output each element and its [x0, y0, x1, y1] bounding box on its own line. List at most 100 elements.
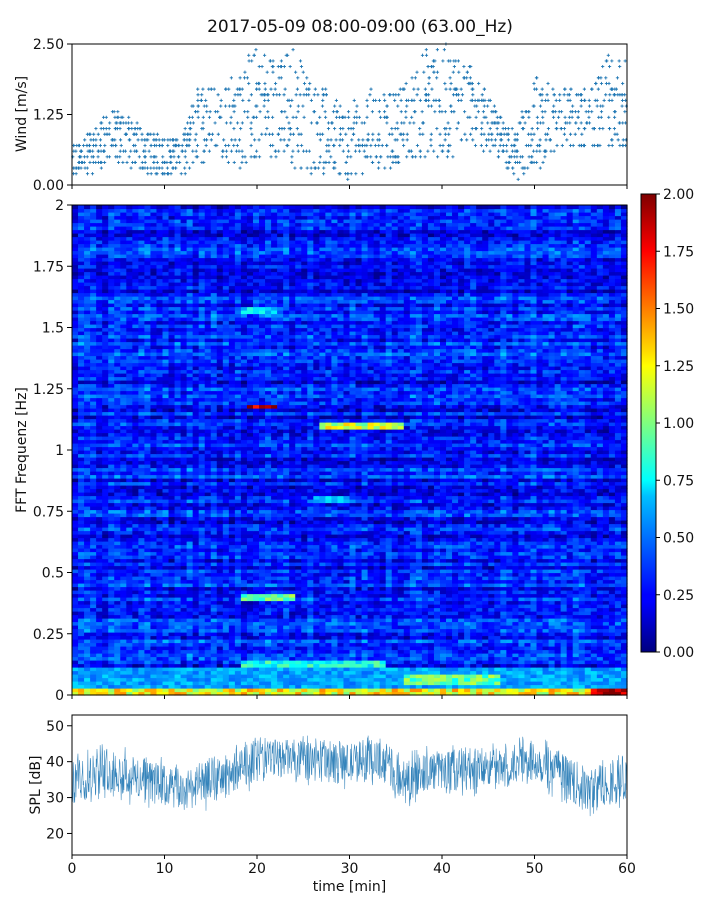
- spectrogram-cell: [325, 656, 332, 661]
- spectrogram-cell: [234, 590, 242, 595]
- spectrogram-cell: [126, 597, 133, 602]
- spectrogram-cell: [518, 635, 526, 640]
- spectrogram-cell: [222, 649, 230, 654]
- wind-point: [154, 143, 158, 148]
- spectrogram-cell: [277, 569, 284, 574]
- spectrogram-cell: [578, 688, 586, 693]
- wind-point: [420, 53, 425, 57]
- wind-point: [282, 149, 286, 153]
- spectrogram-cell: [331, 600, 339, 605]
- wind-point: [334, 115, 339, 119]
- spectrogram-cell: [96, 653, 103, 658]
- spectrogram-cell: [433, 649, 441, 654]
- spectrogram-cell: [560, 663, 568, 668]
- spectrogram-cell: [548, 586, 556, 591]
- spectrogram-cell: [427, 562, 435, 567]
- spectrogram-cell: [265, 660, 272, 665]
- spectrogram-cell: [506, 632, 513, 637]
- spectrogram-cell: [397, 632, 405, 637]
- spectrogram-cell: [409, 663, 417, 668]
- spectrogram-cell: [542, 614, 550, 619]
- spectrogram-cell: [84, 684, 91, 689]
- spectrogram-cell: [90, 555, 97, 560]
- spectrogram-cell: [506, 607, 513, 612]
- spectrogram-cell: [283, 646, 290, 651]
- spectrogram-cell: [331, 618, 339, 623]
- spectrogram-cell: [198, 642, 206, 647]
- wind-point: [238, 76, 242, 80]
- spectrogram-cell: [470, 653, 477, 658]
- spectrogram-cell: [331, 604, 339, 609]
- spectrogram-cell: [162, 625, 170, 630]
- spectrogram-cell: [126, 660, 133, 665]
- spectrogram-cell: [614, 586, 622, 591]
- spectrogram-cell: [488, 586, 495, 591]
- spectrogram-cell: [198, 670, 206, 675]
- spectrogram-cell: [126, 632, 133, 637]
- spectrogram-cell: [228, 656, 236, 661]
- spectrogram-cell: [204, 646, 212, 651]
- spectrogram-cell: [337, 663, 345, 668]
- wind-point: [513, 143, 517, 148]
- spectrogram-cell: [277, 628, 284, 633]
- spectrogram-cell: [397, 611, 405, 616]
- spectrogram-cell: [470, 597, 477, 602]
- spectrogram-cell: [560, 583, 568, 588]
- spectrogram-cell: [367, 632, 375, 637]
- spectrogram-cell: [114, 614, 121, 619]
- wind-point: [263, 87, 267, 91]
- spectrogram-cell: [246, 558, 254, 563]
- spectrogram-cell: [283, 569, 290, 574]
- spectrogram-cell: [138, 667, 145, 672]
- spectrogram-cell: [512, 632, 520, 637]
- spectrogram-cell: [349, 590, 357, 595]
- spectrogram-cell: [608, 632, 616, 637]
- spectrogram-cell: [542, 600, 550, 605]
- spectrogram-cell: [132, 604, 139, 609]
- spectrogram-cell: [452, 642, 459, 647]
- spectrogram-cell: [210, 628, 218, 633]
- spectrogram-cell: [271, 660, 278, 665]
- spectrogram-cell: [319, 649, 326, 654]
- spectrogram-cell: [228, 572, 236, 577]
- spectrogram-cell: [246, 618, 254, 623]
- spectrogram-cell: [524, 558, 532, 563]
- spectrogram-cell: [96, 586, 103, 591]
- spectrogram-cell: [409, 639, 417, 644]
- spectrogram-cell: [349, 583, 357, 588]
- spectrogram-cell: [96, 667, 103, 672]
- wind-point: [290, 155, 294, 159]
- wind-point: [360, 172, 365, 176]
- spectrogram-cell: [102, 611, 109, 616]
- spectrogram-cell: [403, 593, 411, 598]
- spectrogram-cell: [186, 670, 194, 675]
- spectrogram-cell: [488, 590, 495, 595]
- spectrogram-cell: [252, 590, 260, 595]
- spectrogram-cell: [271, 639, 278, 644]
- spectrogram-cell: [427, 628, 435, 633]
- wind-point: [418, 132, 422, 136]
- spectrogram-cell: [283, 593, 290, 598]
- spectrogram-cell: [572, 611, 580, 616]
- wind-point: [299, 64, 304, 69]
- wind-point: [309, 98, 313, 102]
- spectrogram-cell: [180, 565, 188, 570]
- spectrogram-cell: [355, 572, 363, 577]
- spectrogram-cell: [403, 667, 411, 672]
- spectrogram-cell: [397, 614, 405, 619]
- spectrogram-cell: [150, 649, 158, 654]
- spectrogram-cell: [476, 635, 483, 640]
- spectrogram-cell: [90, 565, 97, 570]
- spectrogram-cell: [283, 635, 290, 640]
- spectrogram-cell: [337, 576, 345, 581]
- spectrogram-cell: [464, 670, 471, 675]
- spectrogram-cell: [403, 684, 411, 689]
- wind-point: [554, 98, 558, 102]
- spectrogram-cell: [210, 684, 218, 689]
- spectrogram-cell: [228, 579, 236, 584]
- wind-point: [443, 138, 447, 142]
- spectrogram-cell: [126, 656, 133, 661]
- spectrogram-cell: [446, 642, 453, 647]
- wind-point: [385, 121, 389, 125]
- spectrogram-cell: [512, 562, 520, 567]
